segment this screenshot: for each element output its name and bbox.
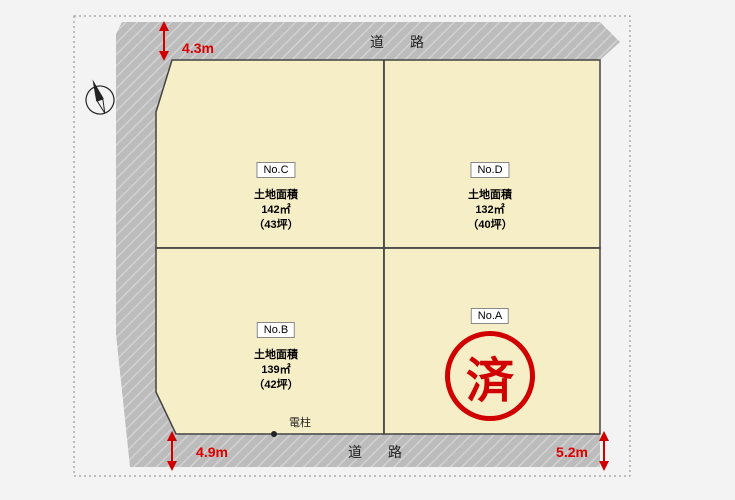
lot-B-area-m2: 139㎡	[261, 364, 290, 376]
road-top-label: 道 路	[370, 34, 430, 50]
lot-D-area-tsubo: （40坪）	[467, 219, 512, 231]
lot-A-tag: No.A	[478, 310, 502, 322]
lot-D-area-label: 土地面積	[468, 189, 512, 201]
lot-A-tag-wrap: No.A	[471, 308, 509, 324]
lot-C-area-m2: 142㎡	[261, 204, 290, 216]
lot-C-tag-wrap: No.C	[256, 162, 295, 178]
lot-D-area-m2: 132㎡	[475, 204, 504, 216]
lot-B-area-label: 土地面積	[254, 349, 298, 361]
measure-top-left-width: 4.3m	[182, 40, 214, 56]
lot-C-tag: No.C	[263, 164, 288, 176]
sold-stamp-text: 済	[466, 341, 514, 411]
utility-pole-label-wrap: 電柱	[289, 414, 311, 430]
road-bottom-label: 道 路	[348, 444, 408, 460]
measure-top-left-width-wrap: 4.3m	[182, 40, 214, 56]
lot-B-tag: No.B	[264, 324, 288, 336]
measure-bottom-right-width-wrap: 5.2m	[556, 444, 588, 460]
lot-B-area-tsubo: （42坪）	[253, 379, 298, 391]
lot-C-info: 土地面積 142㎡ （43坪）	[253, 188, 298, 233]
measure-bottom-right-width: 5.2m	[556, 444, 588, 460]
lot-C-area-tsubo: （43坪）	[253, 219, 298, 231]
lot-B-tag-wrap: No.B	[257, 322, 295, 338]
utility-pole-label: 電柱	[289, 417, 311, 429]
lot-C-area-label: 土地面積	[254, 189, 298, 201]
measure-bottom-left-width-wrap: 4.9m	[196, 444, 228, 460]
measure-bottom-left-width: 4.9m	[196, 444, 228, 460]
lot-B-info: 土地面積 139㎡ （42坪）	[253, 348, 298, 393]
road-stub-top-right	[600, 22, 620, 60]
lot-D-tag-wrap: No.D	[470, 162, 509, 178]
road-bottom-label-wrap: 道 路	[348, 442, 408, 462]
compass-icon	[79, 75, 118, 118]
road-top-label-wrap: 道 路	[370, 32, 430, 52]
lot-B	[156, 248, 384, 434]
lot-D-info: 土地面積 132㎡ （40坪）	[467, 188, 512, 233]
utility-pole-icon	[271, 431, 277, 437]
lot-D-tag: No.D	[477, 164, 502, 176]
lot-A-sold-stamp: 済	[445, 331, 535, 421]
